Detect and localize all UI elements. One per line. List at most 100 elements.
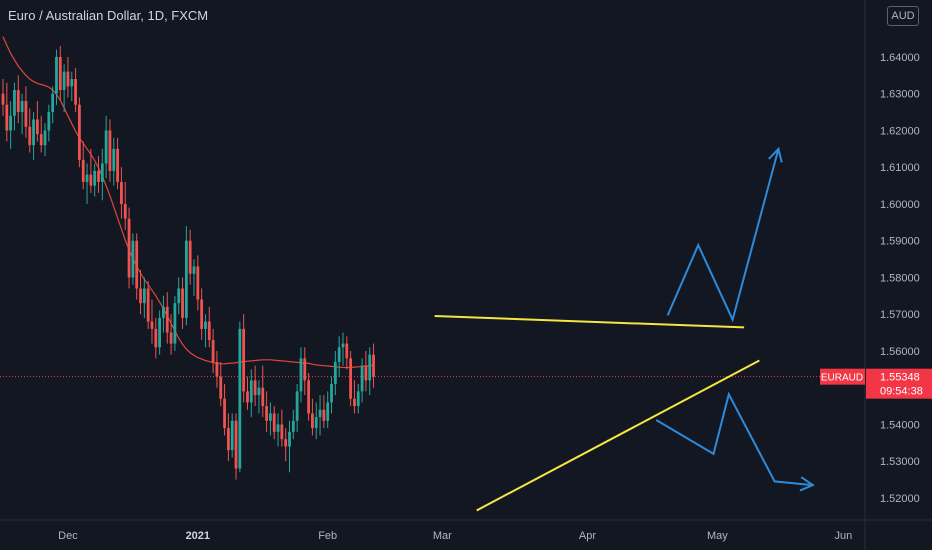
symbol-label: EURAUD bbox=[821, 373, 863, 384]
candle-body bbox=[135, 240, 139, 289]
candle-body bbox=[127, 218, 131, 278]
candle-body bbox=[131, 240, 135, 278]
candle-body bbox=[9, 115, 13, 131]
candle-body bbox=[93, 170, 97, 186]
candle-body bbox=[246, 391, 249, 403]
candle-body bbox=[58, 56, 62, 91]
candle-body bbox=[311, 413, 314, 429]
candle-body bbox=[139, 288, 142, 304]
candle-body bbox=[142, 288, 146, 304]
candle-body bbox=[360, 365, 364, 392]
candle-body bbox=[89, 174, 93, 186]
x-tick-label: Apr bbox=[579, 530, 596, 542]
trendline[interactable] bbox=[434, 315, 745, 329]
candle-body bbox=[333, 361, 337, 385]
candle-body bbox=[337, 347, 341, 362]
y-tick-label: 1.58000 bbox=[880, 272, 920, 284]
candle-body bbox=[215, 361, 219, 377]
candle-body bbox=[16, 90, 20, 113]
x-tick-label: Jun bbox=[835, 530, 853, 542]
arrowhead bbox=[768, 146, 783, 163]
projection-arrow[interactable] bbox=[666, 148, 780, 323]
candle-body bbox=[154, 328, 158, 348]
candle-body bbox=[146, 288, 150, 322]
candle-body bbox=[234, 420, 238, 469]
candle-body bbox=[322, 409, 326, 421]
candle-body bbox=[24, 101, 28, 127]
candle-body bbox=[62, 71, 66, 91]
candle-body bbox=[70, 79, 74, 87]
candle-body bbox=[173, 303, 177, 344]
moving-average-line bbox=[2, 36, 374, 369]
candle-body bbox=[226, 428, 230, 451]
candle-body bbox=[345, 343, 349, 359]
symbol-label-bg bbox=[820, 368, 865, 385]
y-tick-label: 1.54000 bbox=[880, 419, 920, 431]
y-tick-label: 1.64000 bbox=[880, 52, 920, 64]
candle-body bbox=[120, 181, 123, 204]
candle-body bbox=[5, 104, 9, 131]
candle-body bbox=[123, 203, 127, 219]
candle-body bbox=[249, 380, 253, 403]
countdown-label: 09:54:38 bbox=[880, 386, 923, 398]
candle-body bbox=[349, 358, 353, 399]
candle-body bbox=[303, 358, 307, 381]
projection-arrow[interactable] bbox=[655, 391, 813, 487]
candle-body bbox=[284, 439, 288, 447]
candle-body bbox=[219, 376, 223, 399]
candle-body bbox=[318, 409, 322, 418]
candle-body bbox=[108, 130, 112, 171]
y-tick-label: 1.52000 bbox=[880, 493, 920, 505]
candle-body bbox=[43, 130, 47, 146]
candle-body bbox=[299, 358, 303, 392]
y-tick-label: 1.61000 bbox=[880, 162, 920, 174]
x-tick-label: Mar bbox=[433, 530, 452, 542]
y-tick-label: 1.62000 bbox=[880, 125, 920, 137]
candle-body bbox=[188, 240, 192, 274]
chart-title: Euro / Australian Dollar, 1D, FXCM bbox=[8, 8, 209, 23]
candle-body bbox=[196, 266, 200, 300]
candle-body bbox=[97, 170, 100, 182]
candle-body bbox=[269, 413, 272, 421]
candle-body bbox=[1, 93, 5, 105]
candle-body bbox=[150, 321, 154, 329]
candle-body bbox=[74, 79, 77, 105]
currency-button[interactable]: AUD bbox=[887, 6, 919, 26]
candle-body bbox=[368, 354, 372, 381]
y-tick-label: 1.53000 bbox=[880, 456, 920, 468]
price-label-bg bbox=[866, 368, 932, 399]
y-tick-label: 1.56000 bbox=[880, 346, 920, 358]
y-tick-label: 1.57000 bbox=[880, 309, 920, 321]
candle-body bbox=[177, 288, 181, 304]
y-tick-label: 1.59000 bbox=[880, 236, 920, 248]
candle-body bbox=[165, 306, 169, 333]
trendline[interactable] bbox=[476, 359, 760, 512]
candle-body bbox=[253, 380, 257, 396]
candle-body bbox=[200, 299, 204, 329]
candle-body bbox=[116, 148, 119, 182]
candle-body bbox=[20, 101, 24, 113]
candle-body bbox=[223, 398, 226, 429]
candle-body bbox=[158, 317, 162, 348]
last-price-label: 1.55348 bbox=[880, 372, 920, 384]
candle-body bbox=[326, 402, 330, 421]
candle-body bbox=[341, 343, 345, 348]
candle-body bbox=[66, 71, 70, 87]
candle-body bbox=[230, 420, 234, 451]
candle-body bbox=[356, 391, 360, 407]
candle-body bbox=[372, 354, 375, 377]
candle-body bbox=[238, 328, 242, 469]
candle-body bbox=[288, 431, 291, 447]
candle-body bbox=[364, 365, 368, 381]
candle-body bbox=[13, 90, 16, 116]
candle-body bbox=[207, 321, 211, 340]
candle-body bbox=[81, 159, 85, 182]
candle-body bbox=[181, 288, 184, 318]
candle-body bbox=[55, 56, 58, 94]
candle-body bbox=[276, 424, 280, 432]
candle-body bbox=[32, 119, 35, 146]
candle-body bbox=[100, 163, 104, 182]
arrowhead bbox=[799, 476, 815, 492]
